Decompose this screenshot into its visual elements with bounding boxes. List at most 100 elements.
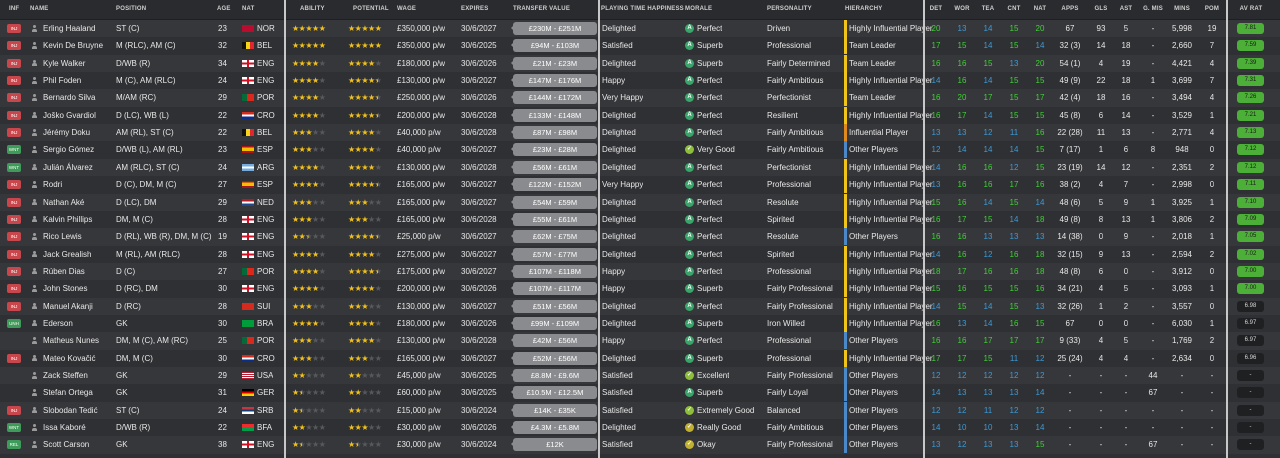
player-name[interactable]: Kalvin Phillips [43, 214, 93, 224]
inf-badge[interactable]: INJ [7, 214, 21, 224]
col-gmis[interactable]: G. MIS [1143, 6, 1163, 12]
col-hierarchy[interactable]: HIERARCHY [845, 6, 883, 12]
table-row[interactable]: REL Scott Carson GK 38 ENG ★★★★★ ★★★★★ £30,000 … [0, 436, 1280, 454]
player-name[interactable]: Mateo Kovačić [43, 353, 96, 363]
table-row[interactable]: UNH Ederson GK 30 BRA ★★★★★ ★★★★★ £180,000 p/w 3… [0, 314, 1280, 333]
col-pom[interactable]: POM [1204, 6, 1220, 12]
player-name[interactable]: Joško Gvardiol [43, 110, 96, 120]
inf-badge[interactable]: INJ [7, 232, 21, 242]
player-name[interactable]: Jack Grealish [43, 249, 92, 259]
table-row[interactable]: INJ Kalvin Phillips DM, M (C) 28 ENG ★★★★★ ★★★… [0, 210, 1280, 229]
inf-badge[interactable]: INJ [7, 180, 21, 190]
table-row[interactable]: INJ Mateo Kovačić DM, M (C) 30 CRO ★★★★★ ★★★★★… [0, 349, 1280, 367]
col-morale[interactable]: MORALE [685, 6, 713, 12]
avg-rating-badge: 7.00 [1237, 283, 1264, 295]
table-row[interactable]: INJ Kyle Walker D/WB (R) 34 ENG ★★★★★ ★★★★★ £18… [0, 54, 1280, 73]
table-row[interactable]: INJ Joško Gvardiol D (LC), WB (L) 22 CRO ★★★★… [0, 106, 1280, 125]
col-potential[interactable]: POTENTIAL [353, 6, 389, 12]
inf-badge[interactable]: WNT [7, 423, 21, 433]
table-row[interactable]: WNT Issa Kaboré D/WB (R) 22 BFA ★★★★★ ★★★★★ £30… [0, 419, 1280, 437]
player-name[interactable]: Rodri [43, 180, 63, 190]
player-name[interactable]: Matheus Nunes [43, 336, 100, 346]
player-name[interactable]: Slobodan Tedić [43, 405, 98, 415]
col-position[interactable]: POSITION [116, 6, 147, 12]
table-row[interactable]: INJ Phil Foden M (C), AM (RLC) 24 ENG ★★★★★ ★★… [0, 72, 1280, 90]
table-row[interactable]: INJ Manuel Akanji D (RC) 28 SUI ★★★★★ ★★★★★ £13… [0, 297, 1280, 315]
player-name[interactable]: Issa Kaboré [43, 423, 86, 433]
player-position: D (LC), WB (L) [116, 110, 169, 120]
player-name[interactable]: Bernardo Silva [43, 93, 96, 103]
player-name[interactable]: Erling Haaland [43, 24, 96, 33]
col-avrat[interactable]: AV RAT [1239, 6, 1263, 12]
table-row[interactable]: INJ John Stones D (RC), DM 30 ENG ★★★★★ ★★★★★ £… [0, 280, 1280, 298]
inf-badge[interactable]: INJ [7, 93, 21, 103]
table-row[interactable]: WNT Sergio Gómez D/WB (L), AM (RL) 23 ESP ★★★… [0, 141, 1280, 159]
inf-badge[interactable]: INJ [7, 76, 21, 86]
table-row[interactable]: INJ Erling Haaland ST (C) 23 NOR ★★★★★ ★★★★★ £3… [0, 20, 1280, 38]
inf-badge[interactable]: INJ [7, 197, 21, 207]
col-name[interactable]: NAME [30, 6, 49, 12]
inf-badge[interactable]: INJ [7, 301, 21, 311]
inf-badge[interactable]: REL [7, 440, 21, 450]
inf-badge[interactable]: INJ [7, 24, 21, 33]
col-wor[interactable]: WOR [954, 6, 970, 12]
player-name[interactable]: Stefan Ortega [43, 388, 93, 398]
player-name[interactable]: Scott Carson [43, 440, 90, 450]
col-cnt[interactable]: CNT [1007, 6, 1021, 12]
col-wage[interactable]: WAGE [397, 6, 417, 12]
col-mins[interactable]: MINS [1174, 6, 1190, 12]
col-inf[interactable]: INF [9, 6, 20, 12]
player-name[interactable]: Manuel Akanji [43, 301, 93, 311]
inf-badge[interactable]: INJ [7, 353, 21, 363]
table-row[interactable]: INJ Rúben Dias D (C) 27 POR ★★★★★ ★★★★★ £175,00… [0, 262, 1280, 281]
table-row[interactable]: INJ Bernardo Silva M/AM (RC) 29 POR ★★★★★ ★★★★… [0, 89, 1280, 107]
col-age[interactable]: AGE [217, 6, 231, 12]
player-name[interactable]: Rico Lewis [43, 232, 82, 242]
col-personality[interactable]: PERSONALITY [767, 6, 812, 12]
col-playing-time[interactable]: PLAYING TIME HAPPINESS [601, 6, 684, 12]
inf-badge[interactable]: INJ [7, 405, 21, 415]
inf-badge[interactable]: INJ [7, 284, 21, 294]
inf-badge[interactable]: INJ [7, 128, 21, 138]
table-row[interactable]: INJ Rico Lewis D (RL), WB (R), DM, M (C) 19… [0, 228, 1280, 246]
col-nat[interactable]: NAT [242, 6, 255, 12]
table-row[interactable]: INJ Nathan Aké D (LC), DM 29 NED ★★★★★ ★★★★★ £1… [0, 193, 1280, 211]
table-row[interactable]: WNT Julián Álvarez AM (RLC), ST (C) 24 ARG ★★… [0, 158, 1280, 177]
inf-badge[interactable]: WNT [7, 162, 21, 172]
table-row[interactable]: Zack Steffen GK 29 USA ★★★★★ ★★★★★ £45,000 p/w… [0, 367, 1280, 385]
table-row[interactable]: INJ Kevin De Bruyne M (RLC), AM (C) 32 BEL ★★… [0, 37, 1280, 55]
table-row[interactable]: INJ Slobodan Tedić ST (C) 24 SRB ★★★★★ ★★★★★ £1… [0, 401, 1280, 420]
table-row[interactable]: Matheus Nunes DM, M (C), AM (RC) 25 POR ★★★★… [0, 332, 1280, 350]
player-name[interactable]: Sergio Gómez [43, 145, 95, 155]
table-row[interactable]: INJ Jack Grealish M (RL), AM (RLC) 28 ENG ★★★… [0, 245, 1280, 263]
table-row[interactable]: Stefan Ortega GK 31 GER ★★★★★ ★★★★★ £60,000 p/… [0, 384, 1280, 402]
inf-badge[interactable]: INJ [7, 249, 21, 259]
player-name[interactable]: Rúben Dias [43, 266, 85, 276]
player-name[interactable]: Ederson [43, 318, 73, 328]
col-transfer-value[interactable]: TRANSFER VALUE [513, 6, 571, 12]
col-gls[interactable]: GLS [1094, 6, 1108, 12]
inf-badge[interactable]: INJ [7, 110, 21, 120]
inf-badge[interactable]: UNH [7, 318, 21, 328]
player-name[interactable]: John Stones [43, 284, 88, 294]
col-det[interactable]: DET [929, 6, 943, 12]
inf-badge[interactable]: WNT [7, 145, 21, 155]
col-expires[interactable]: EXPIRES [461, 6, 489, 12]
col-ast[interactable]: AST [1119, 6, 1133, 12]
col-nat-attr[interactable]: NAT [1033, 6, 1047, 12]
player-name[interactable]: Phil Foden [43, 76, 82, 86]
inf-badge[interactable]: INJ [7, 41, 21, 51]
col-tea[interactable]: TEA [981, 6, 995, 12]
col-ability[interactable]: ABILITY [300, 6, 325, 12]
table-row[interactable]: INJ Rodri D (C), DM, M (C) 27 ESP ★★★★★ ★★★★★ £… [0, 176, 1280, 194]
table-row[interactable]: INJ Jérémy Doku AM (RL), ST (C) 22 BEL ★★★★★ ★… [0, 124, 1280, 142]
inf-badge[interactable]: INJ [7, 266, 21, 276]
player-name[interactable]: Nathan Aké [43, 197, 85, 207]
player-name[interactable]: Kevin De Bruyne [43, 41, 104, 51]
player-name[interactable]: Kyle Walker [43, 58, 86, 68]
inf-badge[interactable]: INJ [7, 58, 21, 68]
col-apps[interactable]: APPS [1061, 6, 1079, 12]
player-name[interactable]: Jérémy Doku [43, 128, 91, 138]
player-name[interactable]: Julián Álvarez [43, 162, 93, 172]
player-name[interactable]: Zack Steffen [43, 371, 88, 380]
